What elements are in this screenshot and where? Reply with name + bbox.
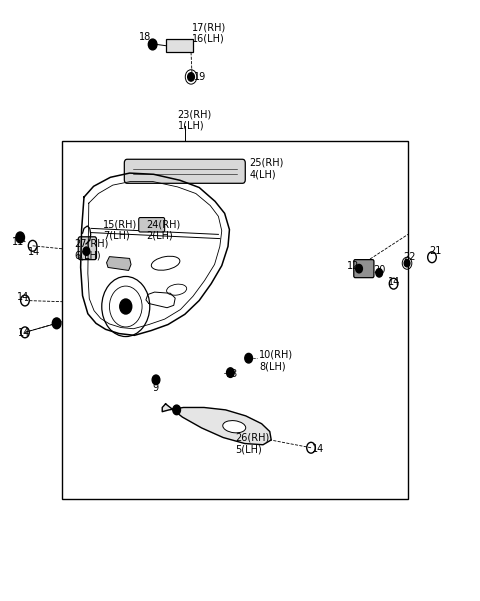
- Circle shape: [245, 353, 252, 363]
- Text: 14: 14: [388, 278, 400, 287]
- Text: 14: 14: [312, 444, 324, 454]
- FancyBboxPatch shape: [124, 159, 245, 183]
- Circle shape: [120, 299, 132, 314]
- Circle shape: [83, 247, 90, 255]
- Text: 15(RH)
7(LH): 15(RH) 7(LH): [103, 219, 137, 241]
- Text: 20: 20: [373, 266, 386, 275]
- Ellipse shape: [167, 284, 187, 295]
- Text: 22: 22: [403, 252, 416, 262]
- Text: 18: 18: [139, 32, 151, 42]
- Text: 25(RH)
4(LH): 25(RH) 4(LH): [250, 157, 284, 179]
- Ellipse shape: [223, 421, 246, 433]
- Text: 14: 14: [17, 293, 29, 302]
- Text: 13: 13: [226, 369, 238, 379]
- Text: 27(RH)
6(LH): 27(RH) 6(LH): [74, 239, 109, 260]
- Text: 26(RH)
5(LH): 26(RH) 5(LH): [235, 433, 269, 454]
- Circle shape: [152, 375, 160, 385]
- Circle shape: [173, 405, 180, 415]
- FancyBboxPatch shape: [78, 237, 96, 260]
- Text: 11: 11: [12, 237, 24, 246]
- Bar: [62, 141, 408, 499]
- FancyBboxPatch shape: [139, 218, 165, 232]
- Circle shape: [188, 73, 194, 81]
- Circle shape: [227, 368, 234, 377]
- Text: 17(RH)
16(LH): 17(RH) 16(LH): [192, 22, 226, 44]
- Text: 21: 21: [430, 246, 442, 256]
- Circle shape: [148, 39, 157, 50]
- Text: 24(RH)
2(LH): 24(RH) 2(LH): [146, 219, 180, 241]
- Text: 12: 12: [347, 261, 359, 270]
- Text: 14: 14: [18, 328, 31, 338]
- FancyBboxPatch shape: [354, 260, 374, 278]
- Polygon shape: [162, 404, 271, 445]
- Text: 14: 14: [28, 248, 40, 257]
- Polygon shape: [107, 257, 131, 270]
- Circle shape: [16, 232, 24, 243]
- Circle shape: [52, 318, 61, 329]
- Circle shape: [356, 264, 362, 273]
- Ellipse shape: [151, 256, 180, 270]
- FancyBboxPatch shape: [166, 39, 193, 52]
- Text: 9: 9: [153, 383, 159, 392]
- Text: 19: 19: [194, 72, 207, 82]
- Text: 3: 3: [52, 319, 58, 328]
- Text: 10(RH)
8(LH): 10(RH) 8(LH): [259, 350, 293, 371]
- Text: 23(RH)
1(LH): 23(RH) 1(LH): [178, 109, 212, 131]
- Circle shape: [404, 260, 410, 267]
- Circle shape: [376, 269, 383, 277]
